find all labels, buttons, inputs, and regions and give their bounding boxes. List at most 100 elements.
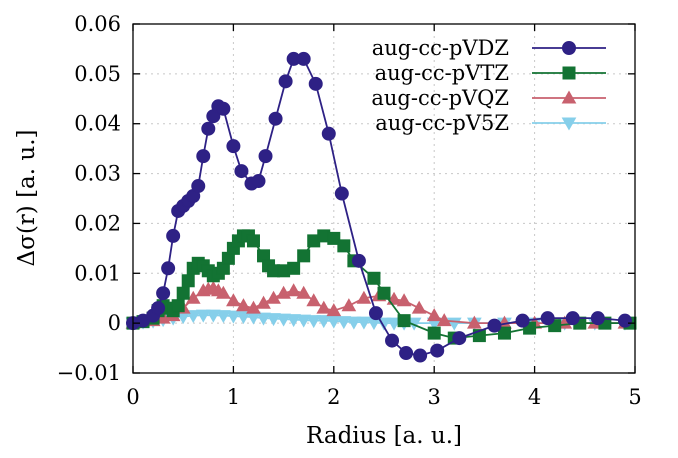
data-point xyxy=(436,313,452,327)
data-point xyxy=(216,101,231,116)
data-point xyxy=(515,313,530,328)
data-point xyxy=(185,290,201,304)
plot-frame xyxy=(132,23,636,374)
data-point xyxy=(297,249,311,263)
data-point xyxy=(296,51,311,66)
data-point xyxy=(413,348,428,363)
data-point xyxy=(467,315,482,329)
legend-marker xyxy=(561,117,577,131)
data-point xyxy=(397,314,411,328)
data-point xyxy=(256,295,271,309)
data-point xyxy=(195,309,211,323)
data-point xyxy=(306,315,322,329)
legend-item: aug-cc-pVDZ xyxy=(372,36,606,60)
x-tick-label: 3 xyxy=(428,385,441,409)
data-point xyxy=(205,309,221,323)
data-point xyxy=(226,293,241,307)
data-point xyxy=(356,290,372,304)
data-point xyxy=(327,231,341,245)
data-point xyxy=(590,311,605,326)
data-point xyxy=(497,326,511,340)
data-point xyxy=(426,308,442,322)
y-tick-label: −0.01 xyxy=(57,361,121,385)
legend-marker xyxy=(561,90,577,104)
data-point xyxy=(367,271,381,285)
data-point xyxy=(334,186,349,201)
data-point xyxy=(565,311,580,326)
data-point xyxy=(356,316,372,330)
data-point xyxy=(266,313,281,327)
data-point xyxy=(266,290,281,304)
data-point xyxy=(181,274,195,288)
legend-item: aug-cc-pVQZ xyxy=(371,86,606,110)
data-point xyxy=(171,299,185,313)
data-point xyxy=(351,253,366,268)
data-point xyxy=(286,314,301,328)
data-point xyxy=(287,261,301,275)
x-tick-label: 5 xyxy=(628,385,641,409)
data-point xyxy=(251,174,266,189)
legend-label: aug-cc-pV5Z xyxy=(375,111,509,135)
plot-area xyxy=(125,51,637,363)
data-point xyxy=(246,234,260,248)
legend-label: aug-cc-pVQZ xyxy=(371,86,509,110)
y-tick-label: 0.06 xyxy=(74,12,121,36)
data-point xyxy=(337,239,351,253)
x-tick-label: 4 xyxy=(528,385,541,409)
data-point xyxy=(308,76,323,91)
data-point xyxy=(201,121,216,136)
data-point xyxy=(278,74,293,89)
data-point xyxy=(427,326,441,340)
y-axis-label: Δσ(r) [a. u.] xyxy=(14,130,40,267)
data-point xyxy=(226,310,241,324)
data-point xyxy=(176,286,190,300)
data-point xyxy=(430,343,445,358)
data-point xyxy=(385,333,400,348)
data-point xyxy=(386,317,402,331)
y-tick-label: 0.01 xyxy=(74,261,121,285)
grid xyxy=(133,24,635,373)
data-point xyxy=(326,303,342,317)
legend-marker xyxy=(562,66,576,80)
data-point xyxy=(216,310,231,324)
data-point xyxy=(336,316,352,330)
series-aug-cc-pVDZ xyxy=(126,51,632,363)
x-axis-label: Radius [a. u.] xyxy=(306,423,462,449)
data-point xyxy=(411,300,427,314)
y-tick-label: 0.03 xyxy=(74,162,121,186)
data-point xyxy=(306,293,322,307)
data-point xyxy=(540,311,555,326)
data-point xyxy=(258,149,273,164)
data-point xyxy=(316,300,332,314)
data-point xyxy=(268,111,283,126)
data-point xyxy=(296,285,312,299)
data-point xyxy=(216,285,231,299)
data-point xyxy=(276,313,291,327)
x-tick-label: 1 xyxy=(227,385,240,409)
x-tick-label: 0 xyxy=(126,385,139,409)
data-point xyxy=(452,331,467,346)
data-point xyxy=(156,286,171,301)
data-point xyxy=(236,298,251,312)
y-tick-label: 0 xyxy=(108,311,121,335)
legend-item: aug-cc-pV5Z xyxy=(375,111,606,135)
legend-label: aug-cc-pVDZ xyxy=(372,36,509,60)
data-point xyxy=(246,300,261,314)
data-point xyxy=(316,315,332,329)
data-point xyxy=(286,283,301,297)
y-tick-label: 0.05 xyxy=(74,62,121,86)
data-point xyxy=(151,301,166,316)
data-point xyxy=(346,316,362,330)
legend-item: aug-cc-pVTZ xyxy=(375,61,606,85)
data-point xyxy=(341,298,357,312)
data-point xyxy=(368,306,383,321)
legend-marker xyxy=(562,41,576,55)
data-point xyxy=(487,318,502,333)
data-point xyxy=(396,293,412,307)
data-point xyxy=(399,346,414,361)
data-point xyxy=(321,126,336,141)
data-point xyxy=(617,313,632,328)
data-point xyxy=(191,179,206,194)
